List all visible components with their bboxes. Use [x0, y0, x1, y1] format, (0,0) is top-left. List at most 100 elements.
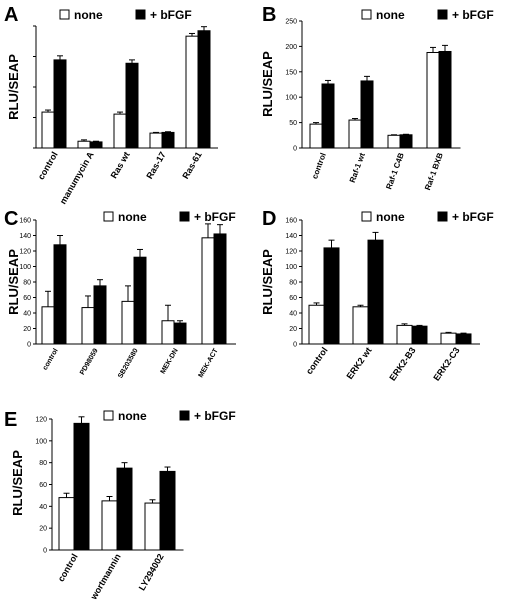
bar-bfgf [53, 59, 67, 149]
bar-bfgf [323, 247, 340, 345]
x-tick-label: Raf-1 C4B [384, 151, 406, 190]
panel-letter: D [262, 208, 276, 230]
legend-swatch-none [103, 211, 114, 222]
y-tick-label: 40 [39, 504, 47, 511]
bar-none [58, 497, 75, 551]
panel-letter: A [4, 4, 18, 26]
bar-bfgf [399, 134, 413, 149]
bar-bfgf [438, 50, 452, 149]
legend: none + bFGF [361, 210, 494, 224]
legend: none + bFGF [103, 409, 236, 423]
y-tick-label: 100 [285, 95, 297, 102]
legend-swatch-bfgf [179, 211, 190, 222]
y-tick-label: 150 [285, 69, 297, 76]
x-tick-label: Raf-1 wt [348, 151, 367, 184]
y-axis-label: RLU/SEAP [10, 450, 25, 516]
panel-letter: C [4, 208, 18, 230]
legend-swatch-none [361, 211, 372, 222]
y-tick-label: 80 [39, 460, 47, 467]
bar-none [348, 119, 362, 149]
bar-none [396, 324, 413, 345]
legend-label-bfgf: + bFGF [194, 409, 236, 423]
legend: none + bFGF [103, 210, 236, 224]
y-axis-label: RLU/SEAP [260, 51, 275, 117]
bar-none [144, 502, 161, 551]
bar-none [309, 123, 323, 149]
legend-label-bfgf: + bFGF [150, 8, 192, 22]
y-tick-label: 120 [19, 249, 31, 256]
bar-none [185, 35, 199, 149]
bar-none [101, 500, 118, 551]
y-tick-label: 250 [285, 19, 297, 26]
bar-none [161, 320, 175, 345]
bar-bfgf [321, 83, 335, 149]
x-tick-label: manumycin A [58, 150, 96, 206]
bar-none [77, 140, 91, 149]
y-tick-label: 100 [285, 264, 297, 271]
y-tick-label: 200 [285, 44, 297, 51]
y-tick-label: 140 [285, 233, 297, 240]
x-tick-label: Ras-17 [144, 150, 167, 181]
y-tick-label: 160 [285, 218, 297, 225]
bar-bfgf [116, 467, 133, 551]
bar-none [426, 51, 440, 149]
y-tick-label: 50 [289, 120, 297, 127]
bar-bfgf [133, 256, 147, 345]
bar-none [113, 113, 127, 149]
legend-label-none: none [74, 8, 103, 22]
bar-none [41, 111, 55, 149]
y-tick-label: 0 [293, 342, 297, 349]
y-tick-label: 80 [23, 280, 31, 287]
x-tick-label: wortmannin [88, 552, 123, 602]
legend-label-bfgf: + bFGF [452, 210, 494, 224]
bar-none [149, 132, 163, 149]
bar-bfgf [89, 141, 103, 149]
panel-letter: B [262, 4, 276, 26]
x-tick-label: control [304, 345, 330, 376]
bar-bfgf [455, 333, 472, 345]
legend-label-bfgf: + bFGF [452, 8, 494, 22]
x-tick-label: MEK-DN [160, 348, 180, 376]
bar-bfgf [213, 233, 227, 345]
bar-none [308, 304, 325, 345]
x-tick-label: ERK2-B3 [387, 345, 417, 382]
y-axis-label: RLU/SEAP [6, 54, 21, 120]
x-tick-label: PD98059 [79, 347, 100, 376]
legend-label-none: none [118, 210, 147, 224]
x-tick-label: Raf-1 BXB [423, 151, 445, 191]
bar-bfgf [73, 422, 90, 551]
x-tick-label: Ras-61 [180, 150, 203, 181]
y-tick-label: 40 [289, 311, 297, 318]
legend: none + bFGF [59, 8, 192, 22]
x-tick-label: Ras wt [109, 150, 132, 180]
bar-none [121, 300, 135, 345]
legend-swatch-bfgf [437, 211, 448, 222]
bar-bfgf [367, 239, 384, 345]
y-tick-label: 20 [23, 326, 31, 333]
bar-none [81, 307, 95, 345]
bar-bfgf [411, 325, 428, 345]
bar-none [201, 237, 215, 345]
legend-swatch-bfgf [437, 9, 448, 20]
x-tick-label: SB203580 [117, 347, 140, 379]
legend-swatch-none [361, 9, 372, 20]
y-tick-label: 120 [35, 417, 47, 424]
legend-swatch-bfgf [135, 9, 146, 20]
bar-bfgf [159, 470, 176, 551]
bar-bfgf [161, 131, 175, 149]
bar-none [387, 134, 401, 149]
bar-bfgf [53, 244, 67, 345]
y-tick-label: 20 [39, 526, 47, 533]
y-tick-label: 160 [19, 218, 31, 225]
bar-none [352, 306, 369, 345]
legend-swatch-bfgf [179, 410, 190, 421]
y-tick-label: 80 [289, 280, 297, 287]
y-tick-label: 0 [293, 146, 297, 153]
legend-swatch-none [103, 410, 114, 421]
x-tick-label: control [42, 347, 60, 371]
x-tick-label: control [56, 552, 80, 583]
